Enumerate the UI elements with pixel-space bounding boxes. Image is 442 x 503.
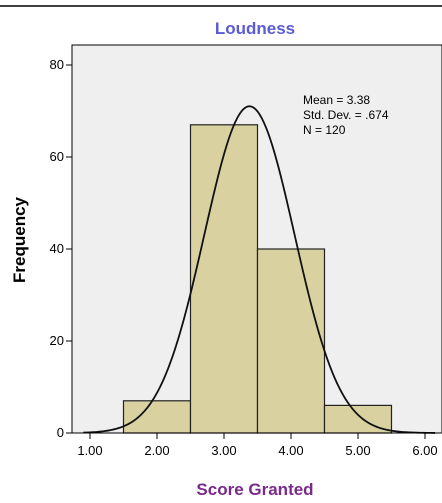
stat-std-dev: Std. Dev. = .674 bbox=[303, 108, 389, 122]
bars-layer bbox=[122, 124, 393, 434]
histogram-bar-1 bbox=[122, 400, 192, 434]
stat-mean: Mean = 3.38 bbox=[303, 93, 370, 107]
stat-n: N = 120 bbox=[303, 123, 346, 137]
y-tick-label-40: 40 bbox=[50, 241, 64, 256]
histogram-bar-3 bbox=[256, 248, 326, 434]
y-tick-label-80: 80 bbox=[50, 57, 64, 72]
normal-curve bbox=[83, 105, 436, 434]
x-axis-label: Score Granted bbox=[196, 480, 313, 499]
x-tick-label-3.00: 3.00 bbox=[211, 443, 236, 458]
y-tick-label-60: 60 bbox=[50, 149, 64, 164]
x-tick-label-6.00: 6.00 bbox=[412, 443, 437, 458]
axes-layer: 0 20 40 60 80 1.00 2.00 3.00 4.00 5.00 6.00 bbox=[50, 45, 442, 458]
y-axis-label: Frequency bbox=[10, 196, 29, 283]
y-tick-label-20: 20 bbox=[50, 333, 64, 348]
x-tick-label-2.00: 2.00 bbox=[144, 443, 169, 458]
x-tick-label-4.00: 4.00 bbox=[278, 443, 303, 458]
x-tick-label-1.00: 1.00 bbox=[77, 443, 102, 458]
histogram-bar-2 bbox=[189, 124, 259, 434]
x-tick-label-5.00: 5.00 bbox=[345, 443, 370, 458]
y-tick-label-0: 0 bbox=[57, 425, 64, 440]
chart-title: Loudness bbox=[215, 19, 295, 38]
stats-box: Mean = 3.38 Std. Dev. = .674 N = 120 bbox=[303, 93, 389, 137]
